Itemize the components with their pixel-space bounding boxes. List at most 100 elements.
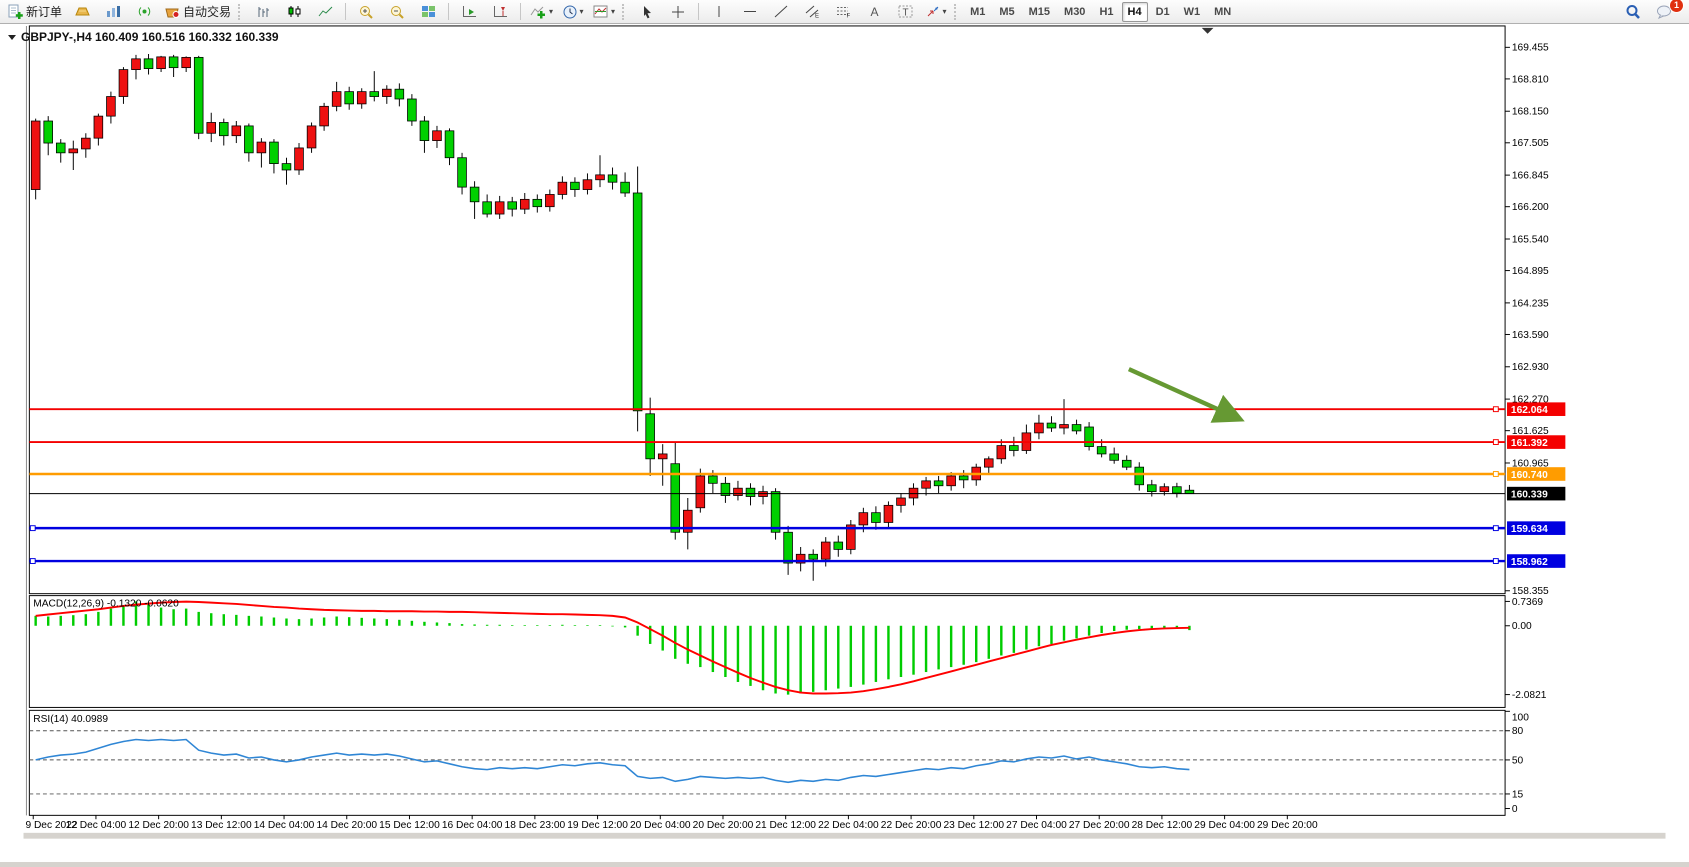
gold-button[interactable] (67, 1, 97, 23)
candle-body (795, 553, 806, 564)
market-charts-button[interactable] (98, 1, 128, 23)
candle-body (620, 181, 630, 194)
crosshair-icon (671, 5, 685, 19)
svg-text:158.962: 158.962 (1511, 557, 1548, 568)
line-handle[interactable] (29, 558, 36, 564)
arrows-tool-button[interactable]: ▾ (921, 1, 951, 23)
timeframe-D1[interactable]: D1 (1155, 5, 1170, 18)
candle-body (231, 125, 242, 137)
line-handle[interactable] (1492, 439, 1499, 445)
periods-button[interactable]: ▾ (558, 1, 588, 23)
rsi-pane[interactable] (28, 709, 1506, 816)
equidistant-channel-button[interactable]: E (797, 1, 827, 23)
line-chart-mode-button[interactable] (310, 1, 340, 23)
candle-body (921, 480, 931, 489)
candle-body (733, 487, 743, 496)
candlestick-mode-button[interactable] (279, 1, 309, 23)
fibonacci-button[interactable]: F (828, 1, 858, 23)
zoom-in-button[interactable] (351, 1, 381, 23)
svg-text:164.895: 164.895 (1512, 266, 1549, 277)
candle-body (344, 91, 354, 105)
svg-text:162.270: 162.270 (1512, 394, 1549, 405)
bar-chart-mode-button[interactable] (248, 1, 278, 23)
main-toolbar: 新订单 自动交易 ▾ ▾ ▾ E F A T ▾ M1 M5 M15 M30 H1 H4 D… (0, 0, 1689, 24)
candlestick-icon (287, 5, 302, 18)
timeframe-H4[interactable]: H4 (1121, 1, 1148, 22)
chat-bubble-icon (1656, 4, 1673, 19)
channel-icon: E (805, 5, 820, 18)
indicators-button[interactable]: ▾ (526, 1, 557, 23)
candle-body (695, 475, 706, 509)
candle-body (770, 491, 781, 533)
text-label-button[interactable]: T (890, 1, 920, 23)
macd-pane[interactable] (28, 595, 1506, 708)
timeframe-H1[interactable]: H1 (1099, 5, 1114, 18)
timeframe-M15[interactable]: M15 (1028, 5, 1051, 18)
candle-body (858, 512, 869, 526)
price-chart-canvas[interactable]: 169.455 168.810 168.150 167.505 166.845 166.2… (0, 24, 1689, 862)
line-handle[interactable] (1492, 558, 1499, 564)
main-pane[interactable] (28, 25, 1506, 595)
svg-text:E: E (815, 14, 819, 19)
notifications-button[interactable]: 1 (1649, 0, 1684, 23)
svg-text:15 Dec 12:00: 15 Dec 12:00 (379, 820, 440, 831)
candle-body (356, 91, 367, 105)
candle-body (908, 487, 919, 499)
svg-text:29 Dec 04:00: 29 Dec 04:00 (1194, 820, 1255, 831)
svg-text:160.339: 160.339 (1511, 490, 1548, 501)
auto-scroll-button[interactable] (454, 1, 484, 23)
chevron-down-icon[interactable]: ▾ (579, 6, 584, 16)
auto-trading-button[interactable]: 自动交易 (160, 1, 235, 23)
timeframe-M1[interactable]: M1 (970, 5, 986, 18)
svg-text:0: 0 (1512, 804, 1518, 815)
timeframe-MN[interactable]: MN (1214, 5, 1232, 18)
horizontal-line-button[interactable] (735, 1, 765, 23)
candle-body (1096, 446, 1107, 455)
svg-text:50: 50 (1512, 755, 1524, 766)
chevron-down-icon[interactable]: ▾ (549, 6, 554, 16)
timeframe-M5[interactable]: M5 (999, 5, 1015, 18)
templates-button[interactable]: ▾ (589, 1, 619, 23)
chart-shift-marker[interactable] (1201, 27, 1214, 34)
search-button[interactable] (1618, 1, 1648, 23)
timeframe-M30[interactable]: M30 (1064, 5, 1086, 18)
svg-text:22 Dec 20:00: 22 Dec 20:00 (881, 820, 942, 831)
candle-body (68, 148, 79, 154)
candle-body (519, 198, 530, 210)
vertical-line-button[interactable] (704, 1, 734, 23)
candle-body (294, 147, 304, 171)
svg-text:160.740: 160.740 (1511, 470, 1548, 481)
candle-body (181, 56, 191, 69)
new-order-button[interactable]: 新订单 (4, 1, 66, 23)
svg-text:0.00: 0.00 (1512, 621, 1532, 632)
tile-windows-button[interactable] (413, 1, 443, 23)
chevron-down-icon[interactable]: ▾ (942, 6, 947, 16)
candle-body (30, 120, 41, 190)
cursor-button[interactable] (632, 1, 662, 23)
svg-text:167.505: 167.505 (1512, 138, 1549, 149)
chart-title-overlay: GBPJPY-,H4 160.409 160.516 160.332 160.3… (8, 30, 279, 44)
crosshair-button[interactable] (663, 1, 693, 23)
chart-menu-arrow-icon[interactable] (8, 34, 16, 40)
trendline-button[interactable] (766, 1, 796, 23)
chevron-down-icon[interactable]: ▾ (611, 6, 616, 16)
timeframe-W1[interactable]: W1 (1183, 5, 1201, 18)
toolbar-grip (954, 3, 959, 20)
line-handle[interactable] (1492, 471, 1499, 477)
candle-body (958, 475, 969, 481)
line-handle[interactable] (1492, 525, 1499, 532)
signals-button[interactable] (129, 1, 159, 23)
line-handle[interactable] (29, 525, 36, 532)
candle-body (482, 201, 492, 215)
line-handle[interactable] (1492, 406, 1499, 413)
text-tool-button[interactable]: A (859, 1, 889, 23)
chart-window[interactable]: GBPJPY-,H4 160.409 160.516 160.332 160.3… (0, 24, 1689, 862)
chart-shift-button[interactable] (485, 1, 515, 23)
svg-text:14 Dec 20:00: 14 Dec 20:00 (316, 820, 377, 831)
svg-text:168.150: 168.150 (1512, 107, 1549, 118)
zoom-out-button[interactable] (382, 1, 412, 23)
arrow-annotation[interactable] (1127, 367, 1245, 423)
candle-body (1134, 466, 1145, 486)
svg-text:158.355: 158.355 (1512, 586, 1549, 597)
candle-body (557, 181, 568, 195)
